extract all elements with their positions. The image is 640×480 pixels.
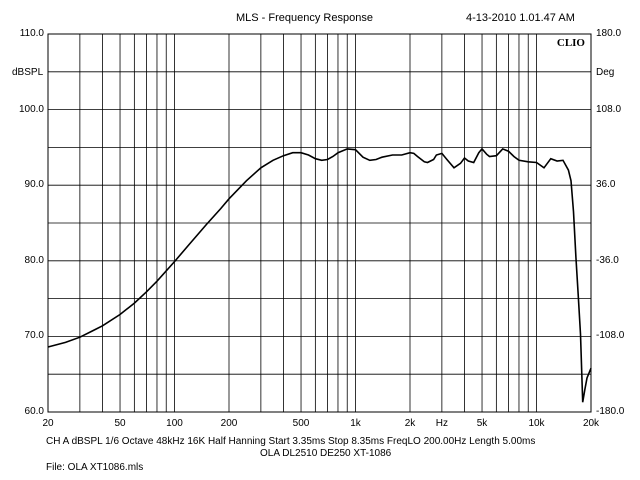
y-tick-label: 90.0 bbox=[24, 179, 44, 191]
y-tick-label: 100.0 bbox=[18, 103, 44, 115]
y2-tick-label: 180.0 bbox=[596, 28, 622, 39]
x-tick-label: 50 bbox=[114, 418, 126, 429]
y2-tick-label: -36.0 bbox=[596, 254, 619, 266]
y2-tick-label: -180.0 bbox=[596, 406, 625, 417]
x-tick-label: 500 bbox=[292, 418, 310, 429]
y2-tick-label: 108.0 bbox=[596, 103, 622, 115]
x-tick-label: 5k bbox=[476, 418, 488, 429]
plot-frame bbox=[47, 33, 592, 413]
x-tick-label: 20 bbox=[42, 418, 54, 429]
x-tick-label: 20k bbox=[582, 418, 600, 429]
x-tick-label: 10k bbox=[528, 418, 545, 429]
y-tick-label: 80.0 bbox=[24, 254, 44, 266]
y-tick-label: 60.0 bbox=[24, 406, 44, 417]
brand-logo: CLIO bbox=[557, 37, 586, 49]
timestamp: 4-13-2010 1.01.47 AM bbox=[466, 12, 575, 24]
y2-tick-label: -108.0 bbox=[596, 330, 625, 342]
x-tick-label: 100 bbox=[166, 418, 183, 429]
x-tick-label: 1k bbox=[350, 418, 361, 429]
x-tick-label: 200 bbox=[220, 418, 238, 429]
chart-title: MLS - Frequency Response bbox=[236, 12, 373, 24]
file-name: File: OLA XT1086.mls bbox=[46, 462, 144, 473]
x-tick-label: Hz bbox=[435, 418, 448, 429]
x-tick-label: 2k bbox=[404, 418, 416, 429]
series-line-spl bbox=[47, 147, 592, 403]
y-tick-label: 110.0 bbox=[19, 28, 44, 39]
chart-subtitle: OLA DL2510 DE250 XT-1086 bbox=[260, 448, 392, 459]
grid bbox=[48, 34, 591, 412]
y2-tick-label: 36.0 bbox=[596, 179, 616, 191]
measurement-settings: CH A dBSPL 1/6 Octave 48kHz 16K Half Han… bbox=[46, 436, 536, 447]
y-axis-label: dBSPL bbox=[12, 67, 44, 78]
y2-axis-label: Deg bbox=[596, 67, 615, 78]
y-tick-label: 70.0 bbox=[24, 330, 44, 342]
